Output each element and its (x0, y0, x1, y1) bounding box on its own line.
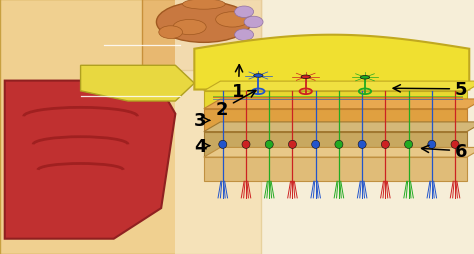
Text: 1: 1 (232, 66, 245, 101)
Ellipse shape (451, 141, 459, 149)
Ellipse shape (358, 141, 366, 149)
Polygon shape (204, 100, 474, 109)
Ellipse shape (235, 30, 254, 41)
Polygon shape (142, 0, 261, 71)
Ellipse shape (381, 141, 389, 149)
Polygon shape (204, 122, 474, 132)
Text: 2: 2 (216, 91, 256, 119)
Polygon shape (5, 81, 175, 239)
Polygon shape (194, 36, 469, 90)
Polygon shape (204, 148, 474, 157)
Text: 6: 6 (421, 142, 467, 160)
Ellipse shape (173, 20, 206, 36)
Polygon shape (204, 157, 467, 182)
Ellipse shape (242, 141, 250, 149)
Ellipse shape (428, 141, 436, 149)
Ellipse shape (265, 141, 273, 149)
Ellipse shape (254, 74, 263, 78)
Ellipse shape (405, 141, 412, 149)
Ellipse shape (244, 17, 263, 29)
Text: 3: 3 (194, 112, 206, 130)
Text: 4: 4 (194, 137, 206, 155)
Polygon shape (204, 132, 467, 157)
Polygon shape (0, 0, 261, 254)
Ellipse shape (360, 76, 370, 80)
Text: 5: 5 (393, 81, 467, 99)
Ellipse shape (219, 141, 227, 149)
Ellipse shape (288, 141, 296, 149)
Polygon shape (81, 66, 194, 102)
Ellipse shape (216, 13, 249, 28)
Ellipse shape (301, 76, 310, 79)
Ellipse shape (311, 141, 319, 149)
Ellipse shape (182, 0, 225, 10)
Ellipse shape (235, 7, 254, 19)
Ellipse shape (335, 141, 343, 149)
Polygon shape (175, 0, 474, 254)
Ellipse shape (156, 3, 251, 43)
Polygon shape (204, 91, 467, 109)
Ellipse shape (159, 27, 182, 39)
Polygon shape (204, 109, 467, 132)
Polygon shape (204, 82, 474, 91)
